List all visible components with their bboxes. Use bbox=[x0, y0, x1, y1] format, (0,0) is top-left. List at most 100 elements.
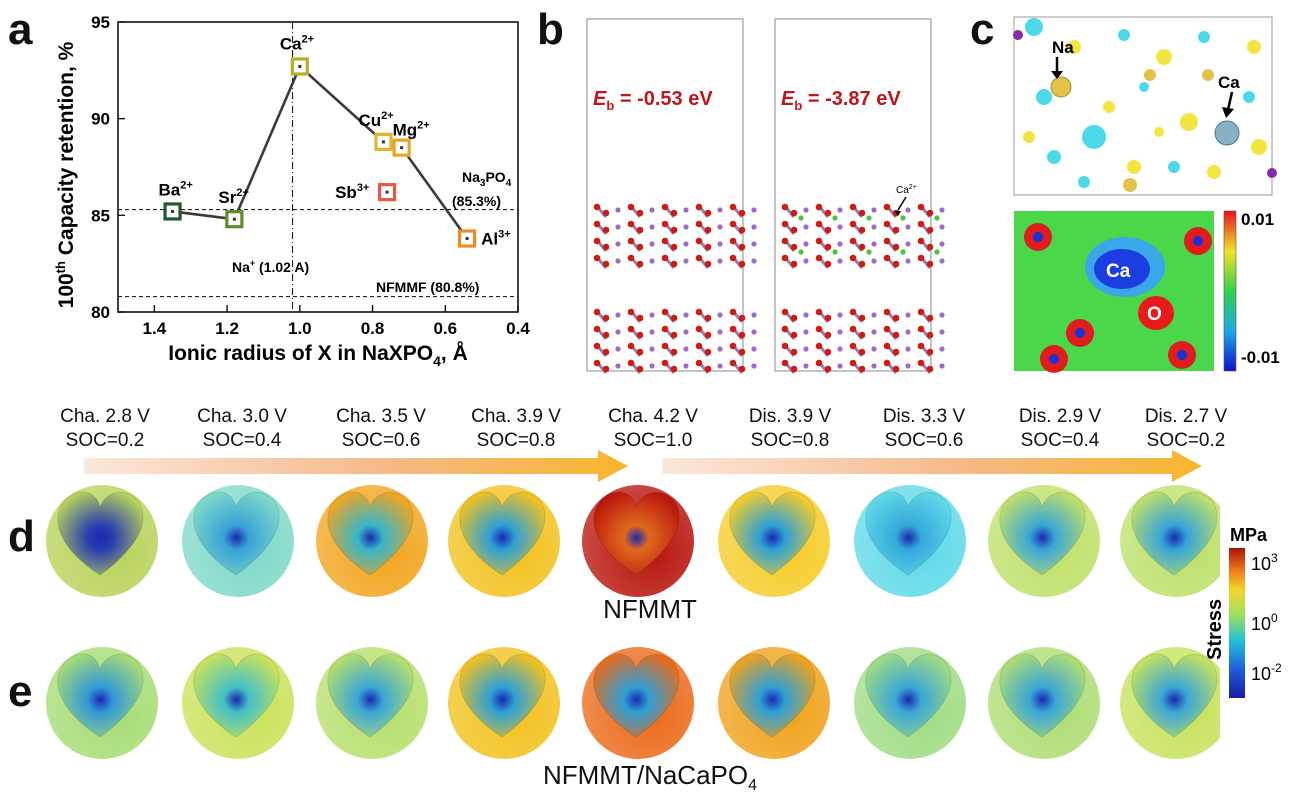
density-lobe bbox=[1036, 89, 1052, 105]
sodium-atom bbox=[649, 207, 655, 213]
density-lobe bbox=[1198, 31, 1210, 43]
sodium-atom bbox=[837, 224, 843, 230]
sodium-atom bbox=[717, 346, 723, 352]
cutaway-section bbox=[327, 491, 414, 576]
stress-colorbar: MPa Stress 103 100 10-2 bbox=[1204, 525, 1282, 698]
sodium-atom bbox=[837, 312, 843, 318]
sodium-atom bbox=[939, 241, 945, 247]
x-tick-label: 0.4 bbox=[506, 319, 530, 338]
stage-soc: SOC=0.4 bbox=[202, 430, 282, 451]
oxygen-atom bbox=[627, 254, 635, 262]
sodium-atom bbox=[683, 258, 689, 264]
oxygen-atom bbox=[790, 226, 798, 234]
sodium-atom bbox=[905, 224, 911, 230]
sodium-atom bbox=[751, 363, 757, 369]
oxygen-atom bbox=[627, 359, 635, 367]
sodium-atom bbox=[615, 241, 621, 247]
sodium-atom bbox=[751, 312, 757, 318]
stage-label: Dis. 3.3 V SOC=0.6 bbox=[854, 405, 994, 453]
retention-line bbox=[172, 64, 469, 240]
oxygen-atom bbox=[695, 254, 703, 262]
stage-soc: SOC=0.2 bbox=[65, 430, 145, 451]
calcium-atom bbox=[866, 215, 872, 221]
oxygen-atom bbox=[781, 325, 789, 333]
oxygen-atom bbox=[695, 359, 703, 367]
stage-soc: SOC=0.8 bbox=[750, 430, 830, 451]
sodium-atom bbox=[837, 207, 843, 213]
cutaway-section bbox=[1131, 491, 1218, 576]
oxygen-atom bbox=[926, 365, 934, 373]
density-lobe bbox=[1251, 139, 1267, 155]
oxygen-atom bbox=[858, 348, 866, 356]
sodium-atom bbox=[803, 346, 809, 352]
oxygen-atom bbox=[849, 220, 857, 228]
stage-voltage: Dis. 3.9 V bbox=[748, 406, 832, 427]
oxygen-atom bbox=[738, 243, 746, 251]
stage-voltage: Cha. 2.8 V bbox=[60, 406, 150, 427]
cutaway-section bbox=[57, 653, 144, 738]
oxygen-atom bbox=[917, 203, 925, 211]
cutaway-section bbox=[865, 653, 952, 738]
y-tick-label: 95 bbox=[91, 13, 110, 32]
label-sr: Sr2+ bbox=[218, 187, 249, 207]
panel-label-a: a bbox=[8, 5, 33, 54]
marker-mg-center bbox=[400, 146, 404, 150]
oxygen-atom bbox=[627, 325, 635, 333]
oxygen-atom bbox=[670, 209, 678, 217]
capacity-retention-chart: 1.4 1.2 1.0 0.8 0.6 0.4 80 85 90 95 Ba2+ Sr2+ Ca2+ Cu… bbox=[53, 13, 530, 369]
sodium-atom bbox=[939, 312, 945, 318]
oxygen-atom bbox=[815, 359, 823, 367]
na-atom-small bbox=[1123, 178, 1137, 192]
calcium-atom bbox=[900, 249, 906, 255]
oxygen-atom bbox=[729, 220, 737, 228]
stage-soc: SOC=1.0 bbox=[613, 430, 693, 451]
metal-center bbox=[1193, 236, 1203, 246]
sodium-atom bbox=[615, 346, 621, 352]
oxygen-atom bbox=[661, 254, 669, 262]
oxygen-atom bbox=[917, 237, 925, 245]
sodium-atom bbox=[837, 258, 843, 264]
oxygen-atom bbox=[695, 325, 703, 333]
oxygen-atom bbox=[729, 325, 737, 333]
oxygen-atom bbox=[790, 348, 798, 356]
oxygen-atom bbox=[661, 325, 669, 333]
stress-tick-label: 10-2 bbox=[1251, 661, 1282, 684]
oxygen-atom bbox=[593, 203, 601, 211]
stage-voltage: Cha. 3.0 V bbox=[197, 406, 287, 427]
oxygen-atom bbox=[926, 314, 934, 322]
oxygen-atom bbox=[593, 220, 601, 228]
oxygen-atom bbox=[824, 331, 832, 339]
stress-gradient bbox=[1229, 548, 1245, 698]
sodium-atom bbox=[683, 346, 689, 352]
oxygen-atom bbox=[790, 209, 798, 217]
oxygen-atom bbox=[849, 342, 857, 350]
sodium-atom bbox=[717, 258, 723, 264]
oxygen-atom bbox=[602, 365, 610, 373]
charge-density-panel: Na Ca Ca O 0.01 -0.01 bbox=[1013, 16, 1280, 373]
sodium-atom bbox=[905, 241, 911, 247]
oxygen-atom bbox=[815, 220, 823, 228]
oxygen-atom bbox=[883, 325, 891, 333]
sodium-atom bbox=[871, 363, 877, 369]
cutaway-section bbox=[1131, 653, 1218, 738]
oxygen-atom bbox=[824, 226, 832, 234]
marker-ba-center bbox=[171, 209, 175, 213]
oxygen-atom bbox=[695, 342, 703, 350]
oxygen-atom bbox=[593, 254, 601, 262]
density-lobe bbox=[1082, 125, 1106, 149]
oxygen-atom bbox=[729, 254, 737, 262]
oxygen-atom bbox=[661, 308, 669, 316]
density-colorbar bbox=[1223, 210, 1237, 372]
oxygen-atom bbox=[892, 365, 900, 373]
density-lobe bbox=[1067, 40, 1081, 54]
stage-label: Cha. 3.5 V SOC=0.6 bbox=[311, 405, 451, 453]
o-accumulation bbox=[1138, 296, 1174, 330]
na3po4-percent: (85.3%) bbox=[452, 193, 501, 209]
na-radius-label: Na+ (1.02 A) bbox=[232, 258, 309, 275]
oxygen-atom bbox=[815, 203, 823, 211]
ca-core bbox=[1094, 249, 1150, 289]
oxygen-atom bbox=[781, 359, 789, 367]
cutaway-section bbox=[593, 653, 680, 738]
oxygen-atom bbox=[636, 365, 644, 373]
oxygen-atom bbox=[815, 237, 823, 245]
